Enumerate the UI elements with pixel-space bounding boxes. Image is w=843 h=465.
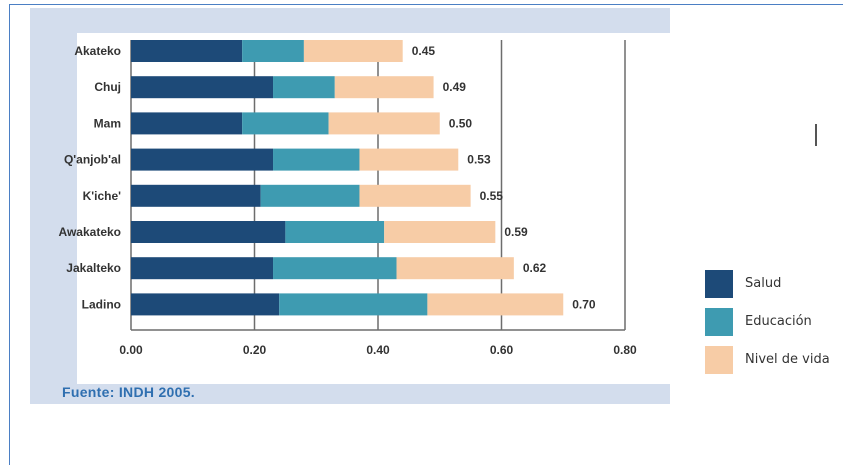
x-tick-label: 0.40	[366, 343, 390, 357]
bar-segment	[359, 148, 459, 171]
legend-swatch-educacion	[705, 308, 733, 336]
category-label: K'iche'	[83, 189, 122, 203]
bar-segment	[131, 40, 243, 62]
total-value-label: 0.45	[412, 44, 436, 58]
category-label: Akateko	[74, 44, 121, 58]
legend-label-salud: Salud	[745, 276, 782, 291]
bar-segment	[328, 112, 440, 135]
total-value-label: 0.55	[480, 189, 504, 203]
legend-swatch-salud	[705, 270, 733, 298]
legend-label-educacion: Educación	[745, 314, 812, 329]
x-tick-label: 0.20	[243, 343, 267, 357]
bar-segment	[242, 112, 329, 135]
bar-segment	[427, 293, 564, 316]
bar-segment	[279, 293, 428, 316]
bar-segment	[396, 257, 514, 280]
legend-swatch-nivel-de-vida	[705, 346, 733, 374]
category-label: Awakateko	[59, 225, 121, 239]
total-value-label: 0.62	[523, 261, 547, 275]
category-label: Q'anjob'al	[64, 153, 121, 167]
category-label: Ladino	[82, 297, 121, 311]
bars	[131, 40, 564, 316]
source-note: Fuente: INDH 2005.	[62, 384, 195, 400]
bar-segment	[285, 221, 385, 243]
x-tick-label: 0.60	[490, 343, 514, 357]
bar-segment	[273, 257, 397, 280]
total-value-label: 0.53	[467, 153, 491, 167]
total-value-label: 0.49	[443, 80, 467, 94]
bar-segment	[242, 40, 304, 62]
total-value-label: 0.50	[449, 116, 473, 130]
bar-segment	[131, 257, 274, 280]
bar-segment	[131, 184, 261, 207]
stray-line-mark	[815, 124, 817, 146]
total-value-label: 0.59	[504, 225, 528, 239]
bar-segment	[303, 40, 403, 62]
labels: 0.00 0.20 0.40 0.60 0.80 Akateko 0.45 Chuj 0.49 M…	[59, 44, 637, 357]
bar-segment	[131, 112, 243, 135]
figure-frame	[9, 4, 843, 465]
bar-segment	[384, 221, 496, 243]
legend-label-nivel-de-vida: Nivel de vida	[745, 352, 830, 367]
legend-item-nivel-de-vida: Nivel de vida	[705, 346, 843, 376]
category-label: Jakalteko	[66, 261, 121, 275]
bar-segment	[260, 184, 360, 207]
category-label: Mam	[94, 116, 121, 130]
x-tick-label: 0.00	[119, 343, 143, 357]
bar-segment	[131, 221, 286, 243]
bar-segment	[273, 148, 360, 171]
bar-segment	[131, 293, 280, 316]
legend-item-salud: Salud	[705, 270, 843, 300]
bar-segment	[131, 76, 274, 99]
bar-segment	[359, 184, 471, 207]
legend-item-educacion: Educación	[705, 308, 843, 338]
bar-segment	[273, 76, 335, 99]
category-label: Chuj	[94, 80, 121, 94]
x-tick-label: 0.80	[613, 343, 637, 357]
bar-segment	[131, 148, 274, 171]
total-value-label: 0.70	[572, 297, 596, 311]
bar-segment	[334, 76, 434, 99]
